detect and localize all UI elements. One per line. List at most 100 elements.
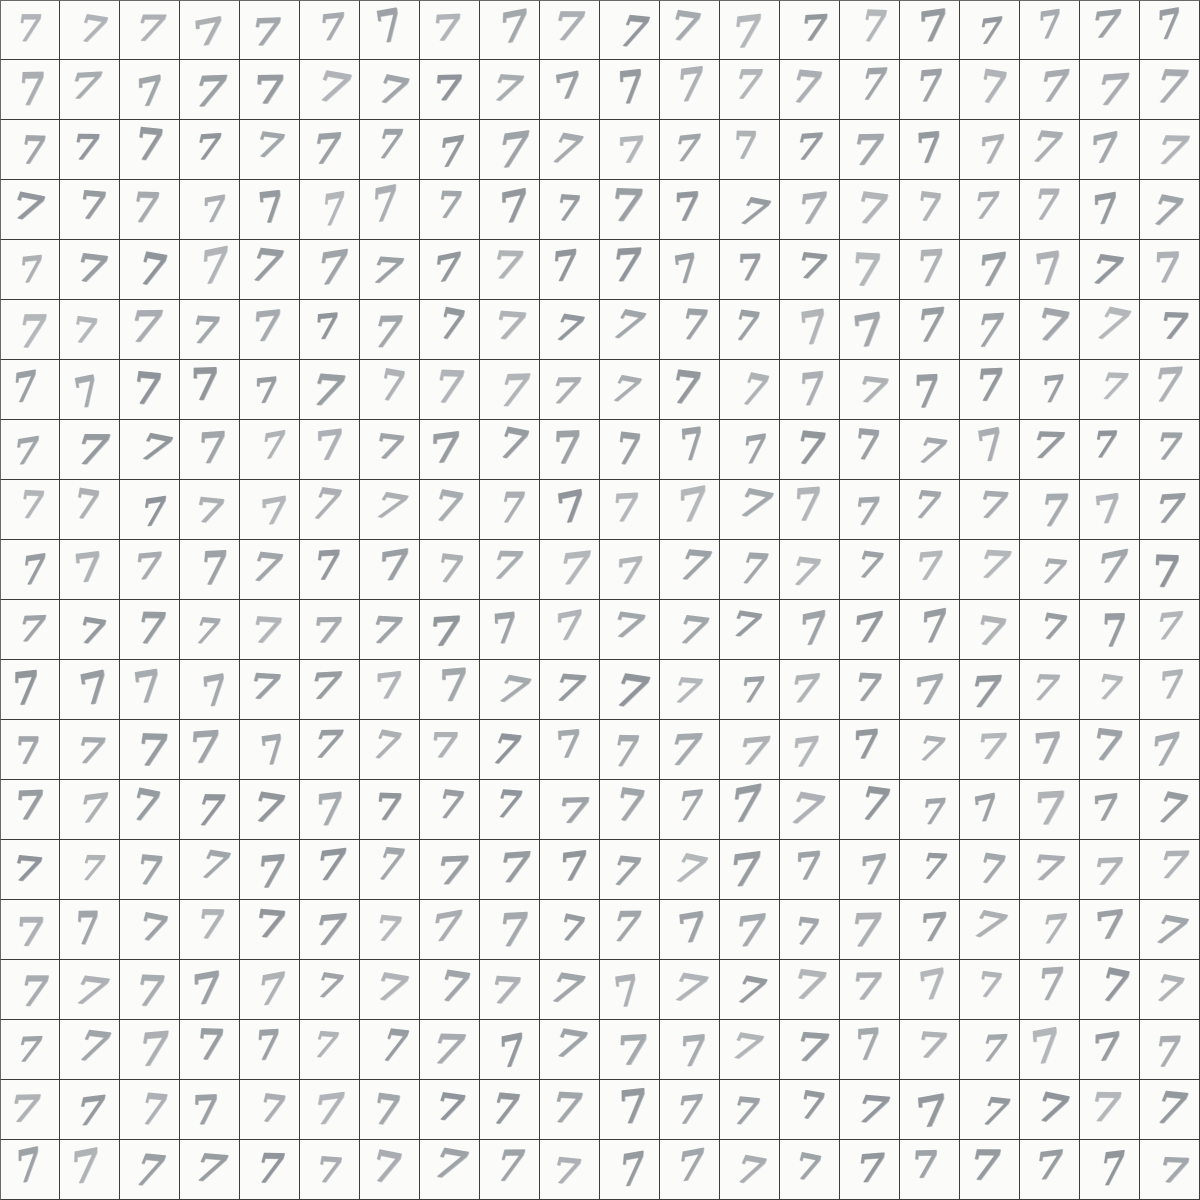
grid-cell: 7 [1140,480,1200,540]
grid-cell: 7 [480,540,540,600]
grid-cell: 7 [0,1020,60,1080]
handwritten-digit: 7 [195,664,233,717]
handwritten-digit: 7 [309,609,346,651]
handwritten-digit: 7 [548,369,582,412]
grid-cell: 7 [660,180,720,240]
grid-cell: 7 [720,840,780,900]
handwritten-digit: 7 [1154,603,1184,649]
grid-cell: 7 [360,960,420,1020]
grid-cell: 7 [0,300,60,360]
handwritten-digit: 7 [131,182,159,233]
handwritten-digit: 7 [252,123,286,168]
grid-cell: 7 [300,960,360,1020]
handwritten-digit: 7 [306,480,344,531]
grid-cell: 7 [480,900,540,960]
handwritten-digit: 7 [674,420,709,471]
handwritten-digit: 7 [915,60,944,113]
handwritten-digit: 7 [71,1020,114,1073]
handwritten-digit: 7 [673,606,711,655]
grid-cell: 7 [600,600,660,660]
handwritten-digit: 7 [908,1142,942,1187]
handwritten-digit: 7 [550,721,588,767]
handwritten-digit: 7 [19,966,50,1016]
handwritten-digit: 7 [436,182,462,227]
handwritten-digit: 7 [795,182,830,235]
handwritten-digit: 7 [609,663,653,720]
grid-cell: 7 [300,420,360,480]
handwritten-digit: 7 [914,727,947,771]
handwritten-digit: 7 [434,847,471,894]
handwritten-digit: 7 [185,360,224,411]
grid-cell: 7 [360,660,420,720]
grid-cell: 7 [1020,840,1080,900]
grid-cell: 7 [600,960,660,1020]
handwritten-digit: 7 [373,540,415,591]
handwritten-digit: 7 [676,1085,703,1134]
handwritten-digit: 7 [732,188,774,236]
grid-cell: 7 [420,420,480,480]
grid-cell: 7 [0,180,60,240]
grid-cell: 7 [780,540,840,600]
grid-cell: 7 [0,960,60,1020]
handwritten-digit: 7 [1034,300,1070,355]
grid-cell: 7 [360,1020,420,1080]
grid-cell: 7 [1080,660,1140,720]
handwritten-digit: 7 [374,425,405,470]
handwritten-digit: 7 [436,544,463,594]
handwritten-digit: 7 [1151,360,1183,413]
handwritten-digit: 7 [725,1023,766,1070]
handwritten-digit: 7 [855,1144,887,1192]
grid-cell: 7 [600,780,660,840]
grid-cell: 7 [480,660,540,720]
handwritten-digit: 7 [668,669,705,712]
grid-cell: 7 [840,600,900,660]
handwritten-digit: 7 [782,781,828,838]
handwritten-digit: 7 [494,420,531,472]
handwritten-digit: 7 [253,488,295,534]
grid-cell: 7 [900,780,960,840]
grid-cell: 7 [540,240,600,300]
grid-cell: 7 [120,840,180,900]
grid-cell: 7 [1140,960,1200,1020]
handwritten-digit: 7 [673,540,714,591]
grid-cell: 7 [60,900,120,960]
handwritten-digit: 7 [250,369,283,412]
grid-cell: 7 [600,1080,660,1140]
grid-cell: 7 [720,1140,780,1200]
grid-cell: 7 [900,60,960,120]
handwritten-digit: 7 [368,483,411,529]
handwritten-digit: 7 [12,908,49,956]
grid-cell: 7 [1080,180,1140,240]
grid-cell: 7 [480,300,540,360]
handwritten-digit: 7 [979,1026,1008,1070]
handwritten-digit: 7 [496,120,530,180]
handwritten-digit: 7 [969,665,1002,718]
grid-cell: 7 [420,720,480,780]
handwritten-digit: 7 [666,963,711,1013]
handwritten-digit: 7 [611,127,651,172]
grid-cell: 7 [1140,60,1200,120]
handwritten-digit: 7 [1094,540,1130,594]
handwritten-digit: 7 [135,965,165,1017]
grid-cell: 7 [600,660,660,720]
grid-cell: 7 [360,300,420,360]
grid-cell: 7 [240,180,300,240]
grid-cell: 7 [240,840,300,900]
handwritten-digit: 7 [1158,304,1191,348]
grid-cell: 7 [300,60,360,120]
grid-cell: 7 [240,1140,300,1200]
handwritten-digit: 7 [1147,722,1184,777]
handwritten-digit: 7 [729,5,765,60]
handwritten-digit: 7 [1095,63,1130,116]
grid-cell: 7 [240,540,300,600]
handwritten-digit: 7 [185,9,232,56]
handwritten-digit: 7 [137,903,169,953]
handwritten-digit: 7 [1025,120,1065,174]
handwritten-digit: 7 [372,784,404,830]
grid-cell: 7 [420,840,480,900]
handwritten-digit: 7 [194,840,233,890]
handwritten-digit: 7 [1029,781,1071,836]
handwritten-digit: 7 [855,367,889,413]
handwritten-digit: 7 [1149,242,1185,293]
grid-cell: 7 [1080,540,1140,600]
